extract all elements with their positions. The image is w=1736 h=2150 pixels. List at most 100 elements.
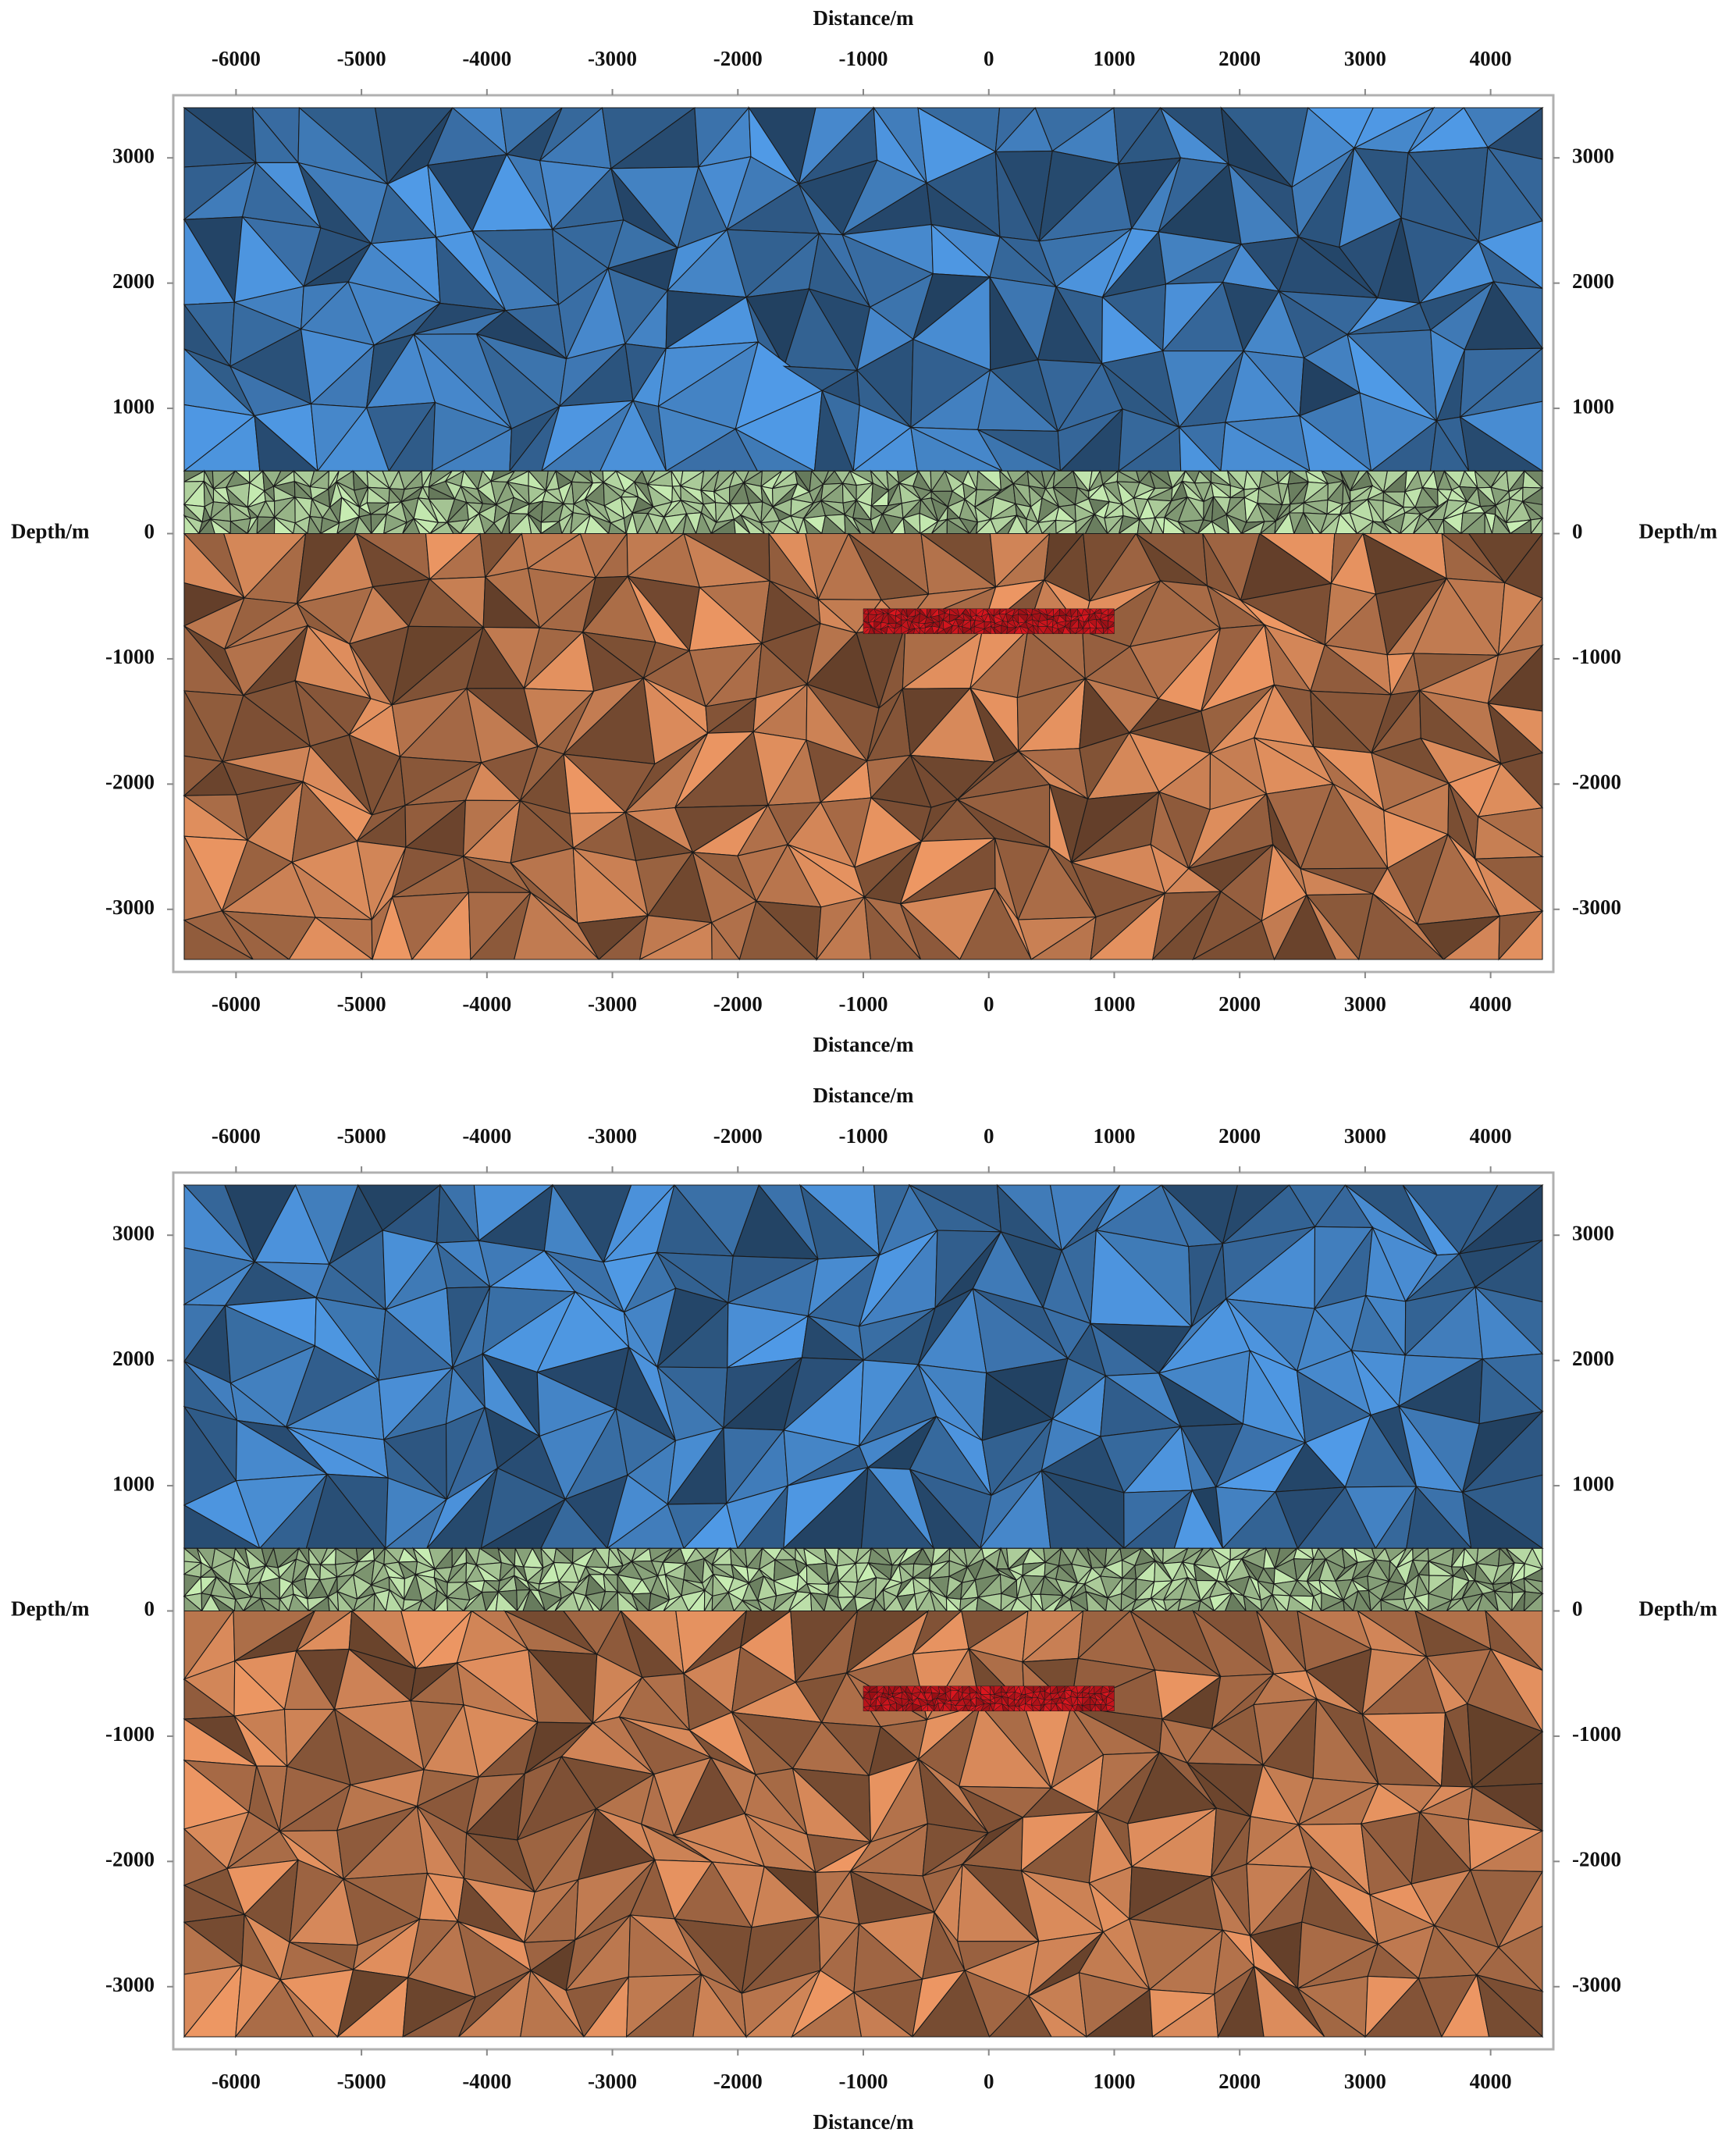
x-tick-label: -2000 <box>713 2070 763 2093</box>
y-axis-label: Depth/m <box>11 520 90 543</box>
x-axis-label: Distance/m <box>813 6 914 30</box>
mesh-element <box>863 895 922 960</box>
x-tick-label: 2000 <box>1218 1124 1261 1148</box>
x-axis-label: Distance/m <box>813 2110 914 2134</box>
mesh-element <box>1475 1974 1544 2038</box>
mesh-element <box>899 903 962 960</box>
mesh-element <box>183 919 255 960</box>
y-tick-label: 0 <box>1572 520 1583 543</box>
x-tick-label: 1000 <box>1093 1124 1135 1148</box>
mesh-element <box>1095 627 1104 635</box>
mesh-element <box>868 1705 877 1712</box>
mesh-element <box>880 628 888 635</box>
x-tick-label: 0 <box>984 1124 994 1148</box>
mesh-element <box>738 900 818 960</box>
x-tick-label: -1000 <box>839 1124 888 1148</box>
x-tick-label: -5000 <box>337 992 386 1016</box>
y-axis-label: Depth/m <box>1639 520 1718 543</box>
mesh-element <box>873 628 884 635</box>
mesh-element <box>1306 895 1360 960</box>
mesh-element <box>513 892 600 960</box>
y-axis-label: Depth/m <box>11 1597 90 1621</box>
y-tick-label: -2000 <box>1572 771 1621 794</box>
mesh-element <box>958 625 964 635</box>
y-tick-label: 2000 <box>112 269 155 293</box>
y-tick-label: -3000 <box>105 895 155 919</box>
x-tick-label: 3000 <box>1344 1124 1386 1148</box>
mesh-element <box>1055 1703 1063 1712</box>
y-tick-label: 3000 <box>1572 144 1614 167</box>
mesh-element <box>950 1703 959 1712</box>
mesh-element <box>279 1979 339 2038</box>
mesh-element <box>1043 1704 1051 1712</box>
y-tick-label: 0 <box>144 1597 155 1621</box>
y-tick-label: -2000 <box>105 771 155 794</box>
mesh-element <box>1058 628 1063 635</box>
x-tick-label: -4000 <box>462 47 511 70</box>
y-tick-label: 2000 <box>1572 269 1614 293</box>
x-tick-label: 1000 <box>1093 992 1135 1016</box>
mesh-element <box>1253 1965 1326 2038</box>
mesh-element <box>988 1703 994 1712</box>
x-tick-label: 3000 <box>1344 992 1386 1016</box>
x-tick-label: -6000 <box>212 2070 261 2093</box>
x-tick-label: 2000 <box>1218 992 1261 1016</box>
x-tick-label: 3000 <box>1344 47 1386 70</box>
mesh-element <box>1094 1703 1102 1712</box>
mesh-element <box>1014 1705 1021 1712</box>
x-tick-label: -6000 <box>212 1124 261 1148</box>
y-tick-label: -1000 <box>105 1722 155 1746</box>
x-tick-label: -3000 <box>588 2070 637 2093</box>
x-tick-label: 1000 <box>1093 2070 1135 2093</box>
x-axis-label: Distance/m <box>813 1033 914 1056</box>
y-tick-label: 1000 <box>1572 1472 1614 1495</box>
x-tick-label: 4000 <box>1470 1124 1512 1148</box>
y-tick-label: 2000 <box>1572 1347 1614 1370</box>
x-tick-label: 1000 <box>1093 47 1135 70</box>
y-tick-label: 3000 <box>112 1221 155 1244</box>
mesh-element <box>880 1704 890 1712</box>
mesh-element <box>993 627 1002 635</box>
x-tick-label: -1000 <box>839 47 888 70</box>
x-tick-label: 4000 <box>1470 992 1512 1016</box>
y-tick-label: 3000 <box>1572 1221 1614 1244</box>
mesh-element <box>1082 1705 1092 1712</box>
x-tick-label: 4000 <box>1470 2070 1512 2093</box>
mesh-element <box>990 625 996 635</box>
mesh-element <box>1037 625 1044 635</box>
y-tick-label: -1000 <box>1572 1722 1621 1746</box>
x-tick-label: -5000 <box>337 1124 386 1148</box>
x-tick-label: -2000 <box>713 47 763 70</box>
mesh-element <box>1001 1703 1009 1712</box>
mesh-element <box>959 887 1033 960</box>
mesh-element <box>927 1703 935 1712</box>
x-tick-label: -1000 <box>839 992 888 1016</box>
x-tick-label: -6000 <box>212 47 261 70</box>
x-tick-label: -3000 <box>588 1124 637 1148</box>
mesh-element <box>1028 1995 1088 2038</box>
mesh-element <box>1027 628 1036 635</box>
x-axis-label: Distance/m <box>813 1084 914 1107</box>
mesh-element <box>1024 1703 1034 1712</box>
y-tick-label: 3000 <box>112 144 155 167</box>
mesh-element <box>888 1704 898 1712</box>
x-tick-label: 0 <box>984 47 994 70</box>
mesh-element <box>1075 1703 1083 1712</box>
mesh-element <box>711 921 741 960</box>
mesh-element <box>983 628 991 635</box>
mesh-element <box>1008 1705 1016 1712</box>
x-tick-label: -6000 <box>212 992 261 1016</box>
x-tick-label: -2000 <box>713 992 763 1016</box>
mesh-element <box>1069 1706 1076 1712</box>
mesh-element <box>863 1707 870 1712</box>
y-tick-label: -3000 <box>1572 1973 1621 1996</box>
y-tick-label: 1000 <box>112 394 155 418</box>
y-tick-label: -2000 <box>105 1848 155 1871</box>
mesh-element <box>1043 626 1054 635</box>
y-tick-label: -1000 <box>1572 645 1621 668</box>
y-tick-label: 1000 <box>112 1472 155 1495</box>
y-tick-label: -1000 <box>105 645 155 668</box>
mesh-element <box>1018 1706 1025 1712</box>
mesh-element <box>1297 1988 1367 2038</box>
